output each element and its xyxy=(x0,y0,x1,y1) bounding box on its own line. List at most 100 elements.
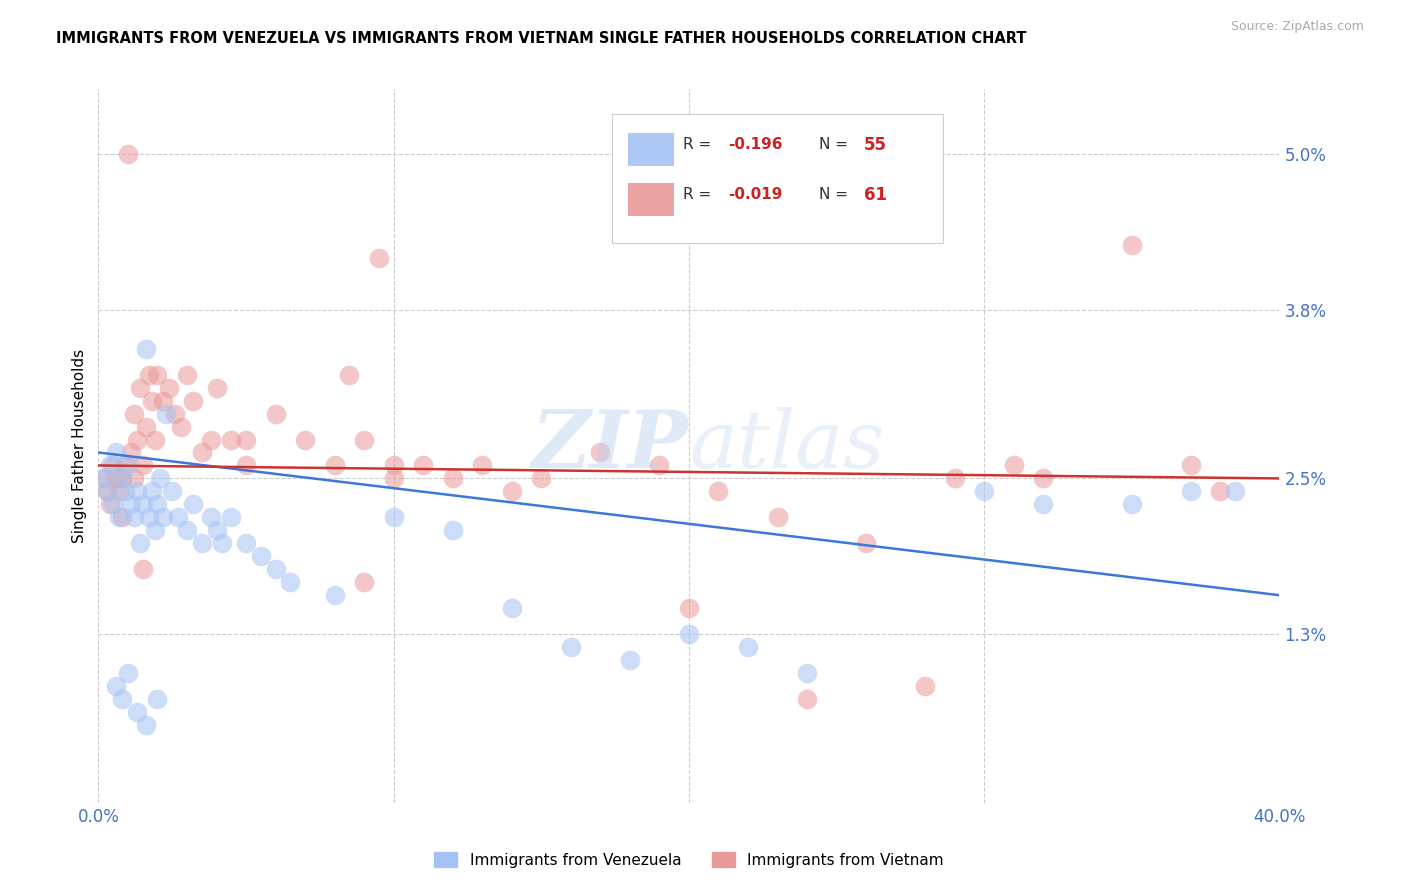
Point xyxy=(235,433,257,447)
Point xyxy=(181,497,204,511)
Point xyxy=(501,484,523,499)
Point xyxy=(1180,458,1202,473)
Point xyxy=(796,692,818,706)
Point xyxy=(152,510,174,524)
Point xyxy=(108,510,131,524)
Point xyxy=(111,471,134,485)
Point xyxy=(339,368,360,382)
Point xyxy=(219,510,242,524)
Point xyxy=(278,575,302,590)
Point xyxy=(93,471,115,485)
Point xyxy=(368,251,391,265)
Point xyxy=(530,471,553,485)
Point xyxy=(353,433,375,447)
Point xyxy=(96,484,118,499)
FancyBboxPatch shape xyxy=(627,183,673,216)
Point xyxy=(471,458,494,473)
FancyBboxPatch shape xyxy=(612,114,943,243)
Point xyxy=(323,588,346,602)
Point xyxy=(176,524,198,538)
Point xyxy=(914,679,936,693)
Point xyxy=(149,471,172,485)
Point xyxy=(181,393,204,408)
Point xyxy=(678,627,700,641)
Point xyxy=(96,484,118,499)
Point xyxy=(122,471,145,485)
Point xyxy=(1121,238,1143,252)
Point xyxy=(128,536,150,550)
Point xyxy=(152,393,174,408)
Point xyxy=(205,524,228,538)
FancyBboxPatch shape xyxy=(627,133,673,166)
Point xyxy=(141,393,163,408)
Point xyxy=(105,471,128,485)
Point xyxy=(943,471,966,485)
Point xyxy=(176,368,198,382)
Point xyxy=(191,536,214,550)
Point xyxy=(132,562,155,576)
Point xyxy=(648,458,671,473)
Text: -0.196: -0.196 xyxy=(728,137,782,153)
Point xyxy=(93,471,115,485)
Point xyxy=(219,433,242,447)
Point xyxy=(766,510,789,524)
Point xyxy=(191,445,214,459)
Point xyxy=(103,497,125,511)
Point xyxy=(294,433,316,447)
Point xyxy=(103,458,125,473)
Point xyxy=(167,510,190,524)
Point xyxy=(235,458,257,473)
Point xyxy=(128,381,150,395)
Point xyxy=(114,484,136,499)
Text: N =: N = xyxy=(818,187,852,202)
Point xyxy=(125,705,148,719)
Point xyxy=(501,601,523,615)
Y-axis label: Single Father Households: Single Father Households xyxy=(72,349,87,543)
Point xyxy=(737,640,759,654)
Point xyxy=(141,484,163,499)
Point xyxy=(1032,497,1054,511)
Point xyxy=(135,419,157,434)
Point xyxy=(162,484,183,499)
Point xyxy=(382,510,405,524)
Point xyxy=(108,484,131,499)
Point xyxy=(200,433,222,447)
Point xyxy=(146,497,169,511)
Point xyxy=(155,407,177,421)
Point xyxy=(707,484,730,499)
Text: N =: N = xyxy=(818,137,852,153)
Point xyxy=(678,601,700,615)
Point xyxy=(146,692,169,706)
Point xyxy=(117,458,139,473)
Point xyxy=(264,562,287,576)
Point xyxy=(135,342,157,356)
Point xyxy=(138,510,160,524)
Point xyxy=(111,692,134,706)
Point xyxy=(157,381,180,395)
Point xyxy=(105,445,128,459)
Point xyxy=(353,575,375,590)
Point xyxy=(441,471,464,485)
Point xyxy=(560,640,582,654)
Point xyxy=(1180,484,1202,499)
Point xyxy=(165,407,187,421)
Point xyxy=(132,497,155,511)
Point xyxy=(125,484,148,499)
Point xyxy=(441,524,464,538)
Point xyxy=(120,497,142,511)
Point xyxy=(589,445,612,459)
Point xyxy=(114,458,136,473)
Point xyxy=(1032,471,1054,485)
Legend: Immigrants from Venezuela, Immigrants from Vietnam: Immigrants from Venezuela, Immigrants fr… xyxy=(429,846,949,873)
Point xyxy=(170,419,193,434)
Point xyxy=(105,679,128,693)
Point xyxy=(132,458,155,473)
Point xyxy=(117,666,139,681)
Point xyxy=(323,458,346,473)
Point xyxy=(122,407,145,421)
Point xyxy=(1209,484,1232,499)
Point xyxy=(135,718,157,732)
Point xyxy=(796,666,818,681)
Point xyxy=(125,433,148,447)
Point xyxy=(264,407,287,421)
